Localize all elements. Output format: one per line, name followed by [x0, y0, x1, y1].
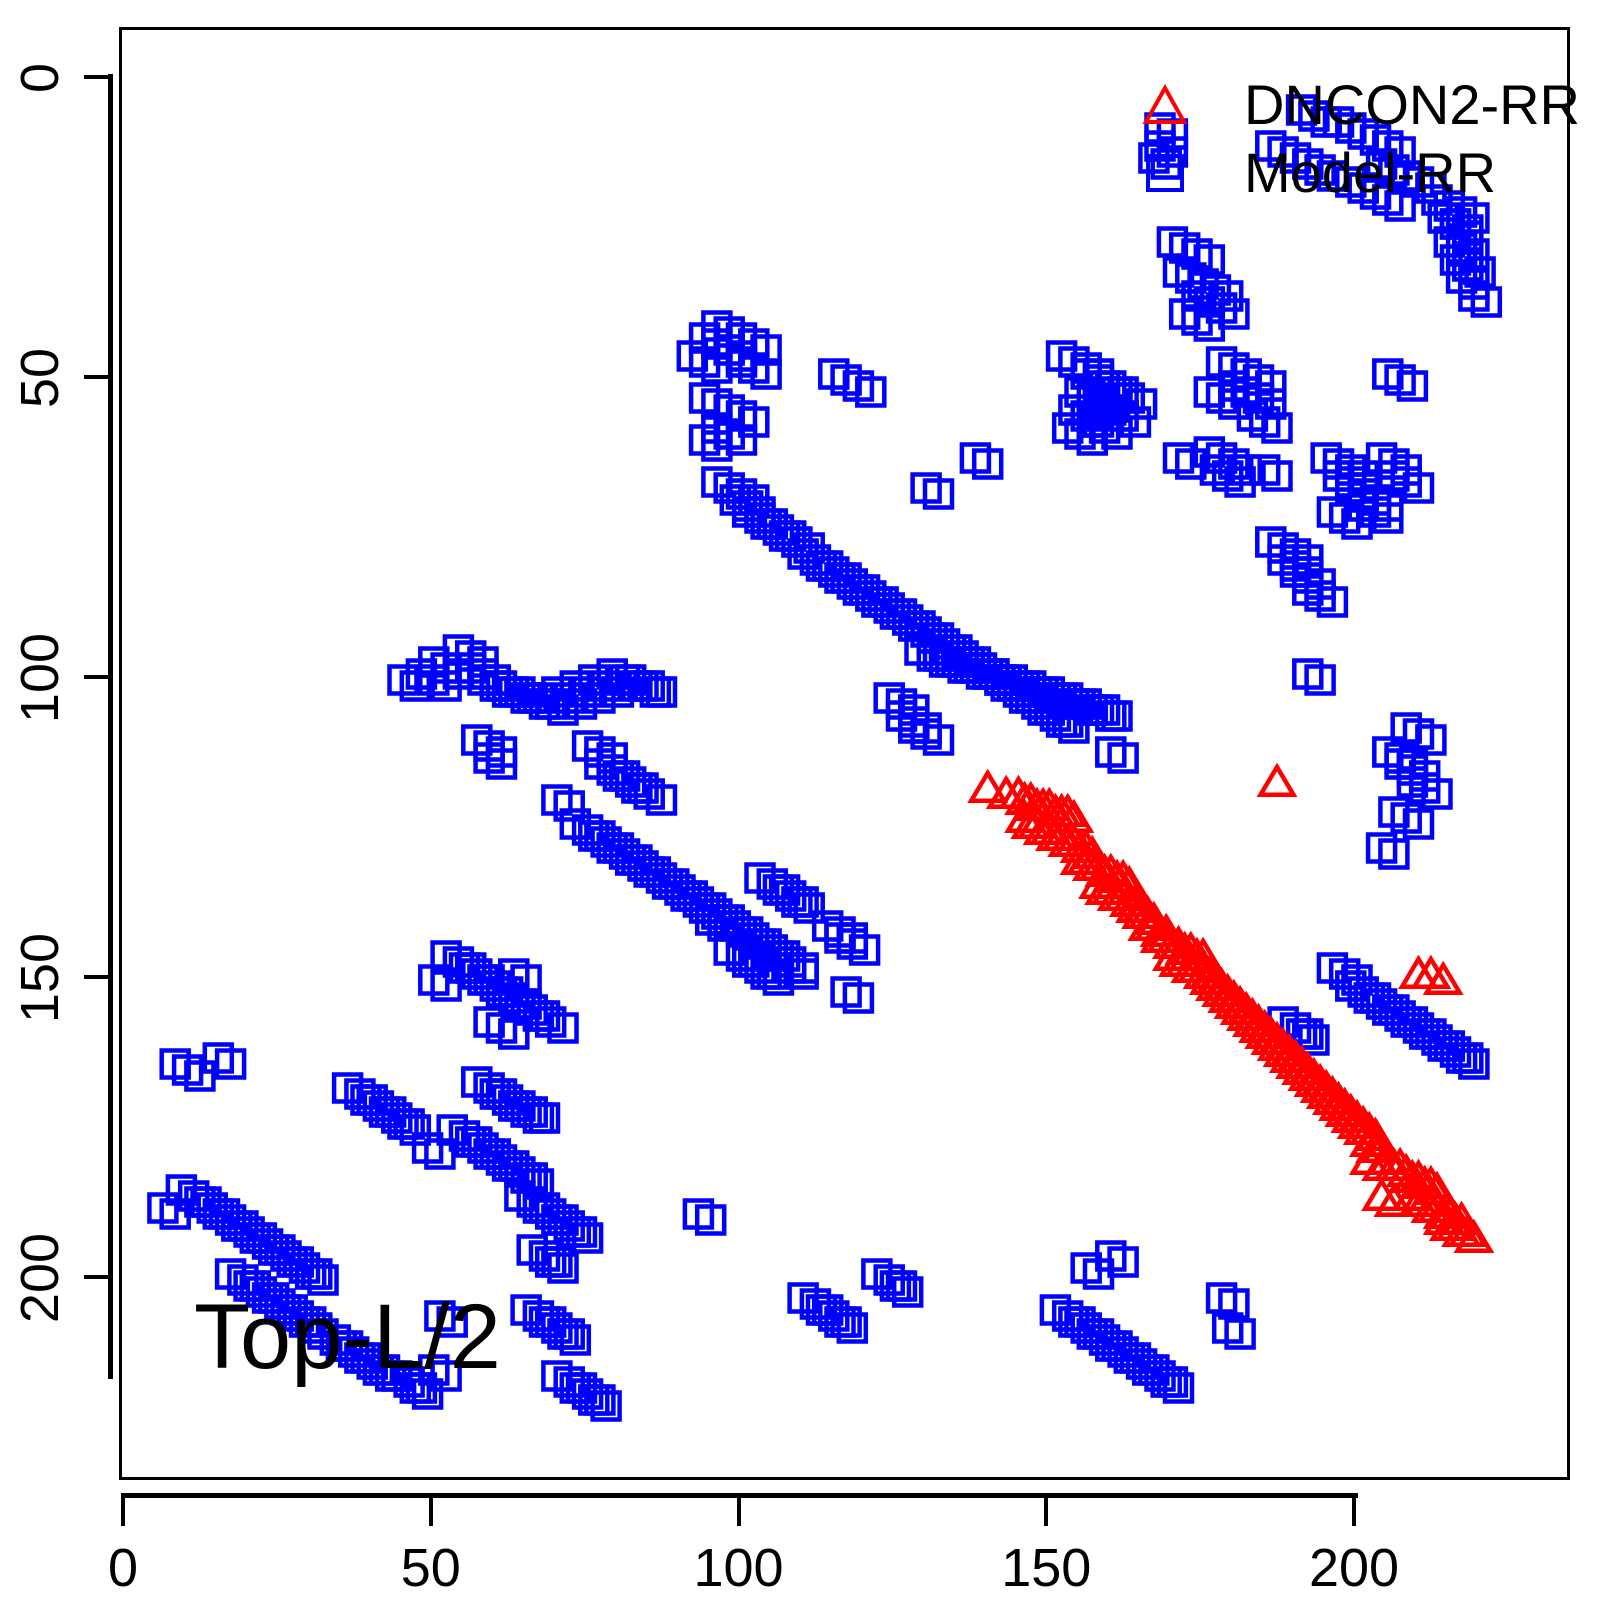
plot-annotation-label: Top-L/2 — [194, 1286, 501, 1388]
x-tick-label-100: 100 — [693, 1538, 784, 1598]
x-tick-label-150: 150 — [1001, 1538, 1092, 1598]
y-tick-label-150: 150 — [10, 932, 70, 1024]
x-tick-50 — [428, 1496, 433, 1526]
x-tick-label-50: 50 — [400, 1538, 461, 1598]
x-tick-150 — [1044, 1496, 1049, 1526]
y-tick-label-0: 0 — [10, 62, 70, 94]
series-dncon2-rr-markers — [967, 762, 1495, 1254]
plot-frame: DNCON2-RR Model-RR Top-L/2 — [119, 27, 1580, 1480]
y-tick-200 — [84, 1275, 112, 1279]
y-tick-label-200: 200 — [10, 1232, 70, 1324]
y-tick-50 — [84, 375, 112, 379]
x-tick-0 — [121, 1496, 125, 1526]
square-icon — [1146, 153, 1184, 192]
x-tick-200 — [1352, 1496, 1356, 1526]
y-tick-label-50: 50 — [10, 347, 70, 409]
legend-label-model-rr: Model-RR — [1244, 141, 1497, 204]
y-tick-100 — [84, 675, 112, 679]
y-tick-0 — [84, 75, 112, 79]
x-tick-label-200: 200 — [1308, 1538, 1400, 1598]
legend-label-dncon2-rr: DNCON2-RR — [1244, 73, 1580, 136]
x-tick-label-0: 0 — [107, 1538, 139, 1598]
plot-canvas — [122, 30, 1567, 1477]
x-tick-100 — [736, 1496, 741, 1526]
legend-entry-model-rr: Model-RR — [1142, 140, 1496, 205]
legend-entry-dncon2-rr: DNCON2-RR — [1142, 72, 1580, 137]
y-tick-150 — [84, 975, 112, 979]
x-axis-line — [121, 1493, 1358, 1498]
series-model-rr-markers — [147, 94, 1503, 1422]
y-tick-label-100: 100 — [10, 632, 70, 724]
triangle-icon — [1142, 83, 1188, 124]
y-axis-line — [108, 74, 113, 1379]
